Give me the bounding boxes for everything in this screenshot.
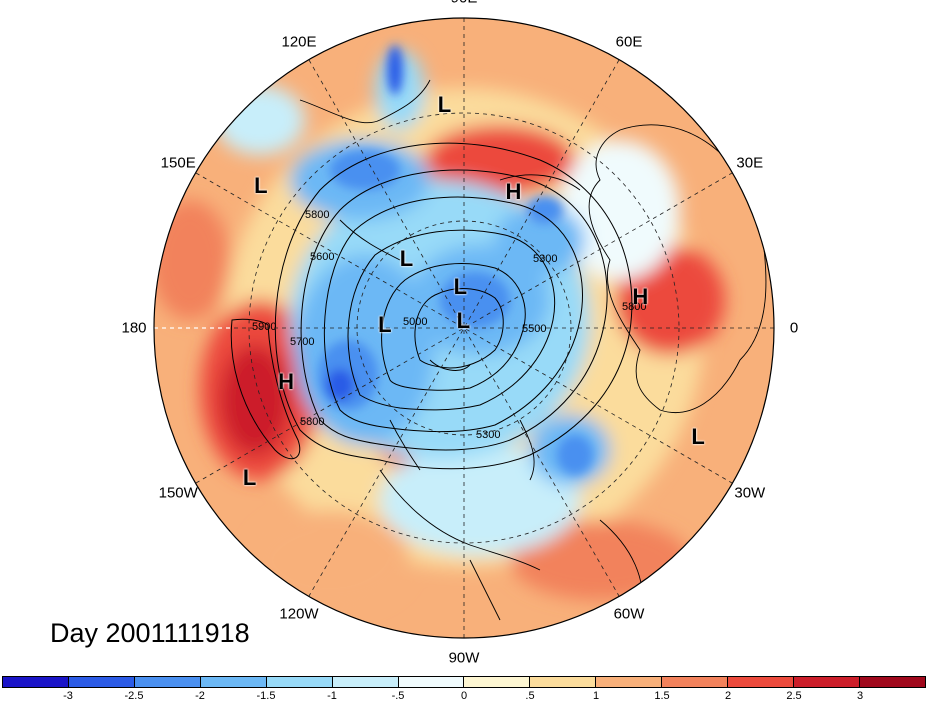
graticule — [154, 18, 774, 638]
contour-label: 5500 — [522, 323, 546, 335]
contour-label: 5300 — [533, 253, 557, 265]
contour-label: 5800 — [305, 209, 329, 221]
colorbar-tick-label: 2 — [724, 690, 732, 702]
low-pressure-marker: L — [399, 246, 414, 272]
longitude-label: 30W — [734, 484, 766, 502]
contour-label: 5800 — [622, 301, 646, 313]
low-pressure-marker: L — [378, 312, 392, 338]
height-contours — [230, 142, 633, 470]
longitude-label: 180 — [121, 319, 147, 337]
map-border — [153, 17, 775, 639]
longitude-label: 120W — [279, 605, 319, 623]
high-pressure-marker: H — [632, 283, 649, 309]
low-pressure-marker: L — [242, 465, 257, 491]
colorbar-tick-label: -1.5 — [256, 690, 276, 702]
colorbar-swatch — [794, 677, 860, 687]
colorbar-swatch — [398, 677, 465, 687]
longitude-label: 60W — [613, 605, 645, 623]
colorbar-swatch — [596, 677, 663, 687]
longitude-label: 0 — [789, 319, 799, 337]
colorbar-tick-label: 1.5 — [654, 690, 670, 702]
longitude-label: 90W — [448, 649, 480, 667]
colorbar-tick-label: -3 — [63, 690, 73, 702]
longitude-label: 150W — [158, 484, 198, 502]
contour-label: 5600 — [310, 251, 334, 263]
longitude-label: 60E — [615, 33, 643, 51]
high-pressure-marker: H — [505, 179, 522, 205]
colorbar-swatch — [530, 677, 597, 687]
colorbar — [2, 676, 926, 688]
colorbar-tick-label: -2.5 — [124, 690, 144, 702]
colorbar-tick-label: -1 — [327, 690, 337, 702]
low-pressure-marker: L — [254, 172, 268, 198]
colorbar-swatch — [728, 677, 795, 687]
low-pressure-marker: L — [691, 424, 705, 450]
contour-label: 5000 — [403, 316, 427, 328]
anomaly-field — [154, 18, 774, 638]
low-pressure-marker: L — [437, 91, 452, 117]
colorbar-swatch — [662, 677, 729, 687]
low-pressure-marker: L — [453, 273, 468, 299]
colorbar-tick-label: 2.5 — [786, 690, 802, 702]
colorbar-swatch — [332, 677, 399, 687]
contour-label: 5800 — [300, 416, 324, 428]
colorbar-tick-label: -.5 — [391, 690, 405, 702]
low-pressure-marker: L — [456, 308, 471, 334]
contour-label: 5300 — [476, 429, 500, 441]
colorbar-swatch — [859, 677, 925, 687]
longitude-label: 90E — [451, 0, 478, 7]
longitude-label: 30E — [736, 154, 764, 172]
contour-label-group: 5800 5600 5300 5800 5700 5900 5800 5000 … — [252, 209, 646, 441]
contour-label: 5900 — [252, 321, 276, 333]
day-label: Day 2001111918 — [50, 618, 250, 648]
colorbar-swatch — [266, 677, 333, 687]
colorbar-swatch — [3, 677, 69, 687]
colorbar-tick-label: 1 — [592, 690, 600, 702]
colorbar-tick-label: .5 — [525, 690, 535, 702]
colorbar-swatch — [68, 677, 135, 687]
colorbar-tick-label: 3 — [856, 690, 864, 702]
high-pressure-marker: H — [278, 369, 295, 395]
colorbar-swatch — [134, 677, 201, 687]
longitude-label: 120E — [281, 33, 317, 51]
colorbar-tick-label: 0 — [460, 690, 468, 702]
longitude-label: 150E — [160, 154, 196, 172]
colorbar-swatch — [200, 677, 267, 687]
colorbar-swatch — [464, 677, 531, 687]
colorbar-tick-label: -2 — [195, 690, 205, 702]
contour-label: 5700 — [290, 336, 314, 348]
